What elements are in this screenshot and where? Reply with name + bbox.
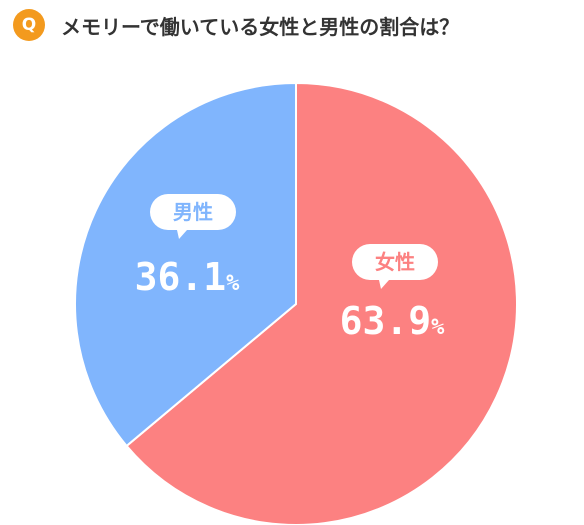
header: Q メモリーで働いている女性と男性の割合は？	[0, 0, 584, 52]
pie-slice-male	[74, 81, 297, 448]
slice-value-female: 63.9%	[340, 299, 446, 343]
slice-value-male: 36.1%	[135, 255, 241, 299]
slice-label-male: 男性	[173, 200, 213, 224]
slice-unit-female: %	[431, 315, 445, 340]
question-title: メモリーで働いている女性と男性の割合は？	[61, 15, 460, 39]
pie-slice-female	[125, 81, 518, 525]
question-badge-icon: Q	[13, 9, 45, 41]
label-bubble-female	[352, 244, 438, 289]
slice-label-female: 女性	[375, 250, 415, 274]
pie-labels: 女性 63.9% 男性 36.1%	[135, 194, 446, 343]
label-bubble-male	[150, 194, 236, 239]
slice-unit-male: %	[226, 271, 240, 296]
pie-slices	[74, 81, 518, 525]
